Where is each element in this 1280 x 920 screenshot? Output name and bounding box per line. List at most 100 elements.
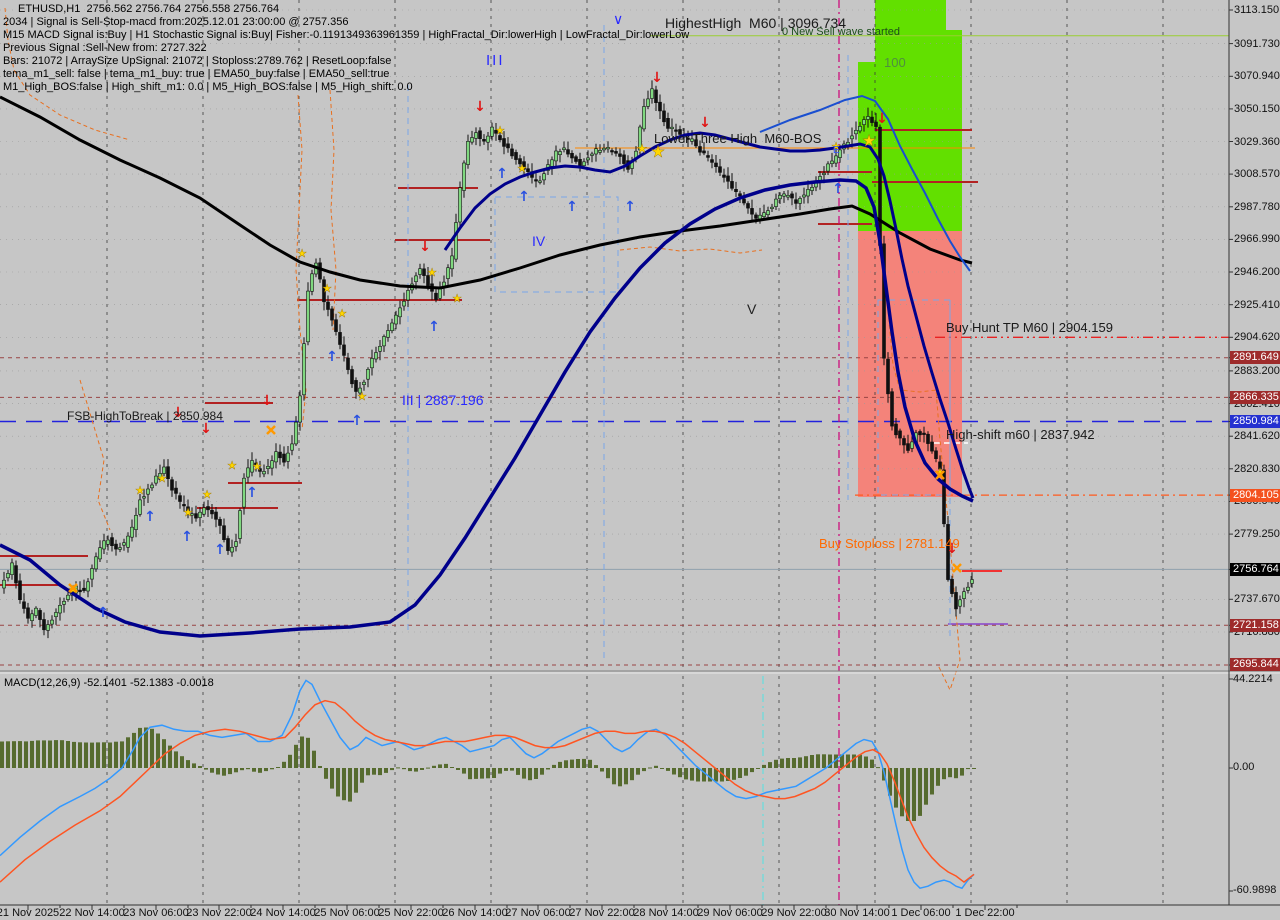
svg-text:★: ★ [862,131,876,150]
ma-blue-medium [759,94,971,272]
time-axis-label: 23 Nov 06:00 [123,907,189,919]
svg-text:★: ★ [357,390,367,403]
signal-markers-layer: ★★★★★★ ★★★★★★★★★★ ★ ★ ★★↑↑↑↑↑↑↑↑↑↑↑ ↑↑↓↓↓↓↓↓↓… [68,70,962,621]
ma-navy-main [0,178,974,638]
price-level-flag: 2891.649 [1230,351,1280,364]
svg-text:↓: ↓ [200,421,212,437]
svg-text:↑: ↑ [181,529,193,545]
roman-numeral-four: IV [532,233,546,249]
indicator-signals-line: M15 MACD Signal is:Buy | H1 Stochastic S… [3,29,690,41]
price-axis-tick: 3008.570 [1234,168,1280,180]
svg-text:↓: ↓ [876,111,888,127]
candles-layer [2,80,974,639]
svg-text:↓: ↓ [699,115,711,131]
svg-text:↑: ↑ [428,319,440,335]
sell-wave-annotation: 0 New Sell wave started [782,26,900,38]
high-shift-annotation: High-shift m60 | 2837.942 [946,427,1095,442]
signal-line: 2034 | Signal is Sell-Stop-macd from:202… [3,16,349,28]
chevron-mark: ∨ [613,12,624,28]
time-axis-label: 25 Nov 22:00 [378,907,444,919]
time-axis-label: 27 Nov 06:00 [505,907,571,919]
svg-text:★: ★ [935,465,946,479]
hundred-label: 100 [884,55,906,70]
svg-text:★: ★ [831,140,841,153]
svg-text:↑: ↑ [97,605,109,621]
symbol-ohlc-line: ETHUSD,H1 2756.562 2756.764 2756.558 275… [18,3,280,15]
price-axis-tick: 3070.940 [1234,70,1280,82]
price-axis-tick: 3029.360 [1234,136,1280,148]
wave-three-price-label: III | 2887.196 [402,392,484,408]
macd-line [0,679,975,890]
tema-info-line: tema_m1_sell: false | tema_m1_buy: true … [3,68,390,80]
svg-text:↓: ↓ [651,70,663,86]
time-axis-label: 26 Nov 14:00 [442,907,508,919]
svg-text:↑: ↑ [566,199,578,215]
time-axis-label: 1 Dec 06:00 [891,907,951,919]
svg-text:↑: ↑ [326,349,338,365]
svg-text:★: ★ [202,488,212,501]
svg-text:★: ★ [517,162,527,175]
svg-text:★: ★ [157,472,167,485]
price-axis-tick: 3050.150 [1234,103,1280,115]
ma-navy-upper [443,131,975,499]
price-level-flag: 2721.158 [1230,619,1280,632]
buy-stoploss-annotation: Buy Stoploss | 2781.149 [819,536,960,551]
symbol-info-block: ETHUSD,H1 2756.562 2756.764 2756.558 275… [3,3,689,94]
price-axis-tick: 2946.200 [1234,266,1280,278]
svg-text:★: ★ [637,141,648,155]
macd-axis-tick: 44.2214 [1233,673,1273,685]
fsb-high-to-break-annotation: FSB-HighToBreak | 2850.984 [67,409,223,423]
svg-text:★: ★ [252,460,262,473]
bars-info-line: Bars: 21072 | ArraySize UpSignal: 21072 … [3,55,392,67]
svg-text:★: ★ [135,484,145,497]
time-axis-label: 28 Nov 14:00 [633,907,699,919]
price-axis-tick: 3113.150 [1234,4,1280,16]
price-level-flag: 2804.105 [1230,489,1280,502]
price-axis-tick: 2987.780 [1234,201,1280,213]
time-axis-label: 23 Nov 22:00 [186,907,252,919]
macd-indicator-label: MACD(12,26,9) -52.1401 -52.1383 -0.0018 [4,677,214,689]
svg-text:↑: ↑ [351,413,363,429]
price-axis-tick: 2841.620 [1234,430,1280,442]
e-marker: E [833,145,840,156]
svg-text:↓: ↓ [261,393,273,409]
roman-numeral-five: V [747,301,757,317]
price-level-flag: 2866.335 [1230,391,1280,404]
previous-signal-line: Previous Signal :Sell-New from: 2727.322 [3,42,207,54]
macd-signal-line [0,699,975,884]
roman-numeral-three: III [486,52,505,69]
price-axis-tick: 2737.670 [1234,593,1280,605]
svg-text:★: ★ [297,247,307,260]
svg-text:↑: ↑ [496,166,508,182]
time-axis-label: 30 Nov 14:00 [824,907,890,919]
svg-text:↑: ↑ [214,542,226,558]
price-axis-tick: 2966.990 [1234,233,1280,245]
price-axis-tick: 2779.250 [1234,528,1280,540]
price-axis-tick: 2925.410 [1234,299,1280,311]
time-axis-label: 27 Nov 22:00 [569,907,635,919]
svg-text:★: ★ [452,292,462,305]
price-axis-tick: 2883.200 [1234,365,1280,377]
lower-three-high-annotation: Lower Three High M60-BOS [654,131,822,146]
drop-zone-salmon [858,231,962,497]
svg-text:★: ★ [337,307,347,320]
svg-text:★: ★ [495,124,505,137]
price-axis-tick: 2820.830 [1234,463,1280,475]
svg-text:★: ★ [322,282,332,295]
macd-axis-tick: -60.9898 [1233,884,1277,896]
time-axis-label: 21 Nov 2025 [0,907,60,919]
price-level-flag: 2850.984 [1230,415,1280,428]
svg-text:↓: ↓ [946,541,958,557]
price-axis-tick: 2904.620 [1234,331,1280,343]
svg-text:★: ★ [227,459,237,472]
price-level-flag: 2695.844 [1230,658,1280,671]
time-axis-label: 29 Nov 06:00 [697,907,763,919]
svg-text:↑: ↑ [624,199,636,215]
bos-info-line: M1_High_BOS:false | High_shift_m1: 0.0 |… [3,81,413,93]
price-level-flag: 2756.764 [1230,563,1280,576]
macd-axis-tick: 0.00 [1233,761,1255,773]
buy-hunt-tp-annotation: Buy Hunt TP M60 | 2904.159 [946,320,1113,335]
svg-text:↑: ↑ [144,509,156,525]
